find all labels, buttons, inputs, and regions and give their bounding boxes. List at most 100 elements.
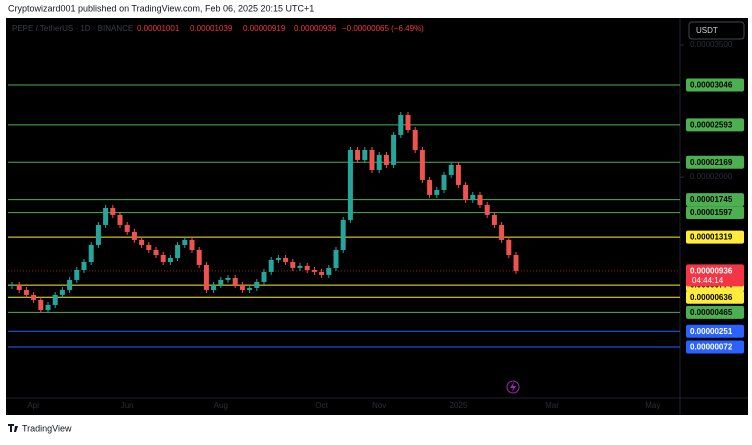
candle (103, 207, 109, 225)
candle (398, 115, 404, 135)
candle (340, 219, 346, 250)
candle (182, 239, 188, 245)
candle (59, 289, 65, 295)
candle (160, 255, 166, 262)
candle (455, 164, 461, 185)
candle (347, 149, 353, 220)
level-tag (686, 340, 744, 354)
ohlc-open: 0.00001001 (137, 24, 180, 33)
candle (463, 184, 469, 200)
candle (67, 279, 73, 290)
candle (254, 281, 260, 288)
candle (232, 277, 238, 285)
ohlc-low: 0.00000919 (243, 24, 286, 33)
candle (189, 239, 195, 250)
candle (74, 269, 80, 280)
candle (499, 224, 505, 240)
x-tick-label: Nov (372, 401, 386, 410)
candle (304, 265, 310, 270)
symbol-label: PEPE / TetherUS · 1D · BINANCE (12, 24, 133, 33)
candle (117, 214, 123, 225)
level-label: 0.00002169 (690, 158, 733, 167)
candle (470, 194, 476, 200)
candle (319, 271, 325, 275)
candle (45, 304, 51, 310)
candle (268, 259, 274, 272)
candle (513, 255, 519, 271)
candle (52, 294, 58, 305)
candle (38, 299, 44, 310)
candle (506, 239, 512, 256)
countdown-label: 04:44:14 (692, 276, 724, 285)
candle (218, 279, 224, 285)
level-tag (686, 193, 744, 207)
x-tick-label: Apr (27, 401, 40, 410)
level-label: 0.00001319 (690, 233, 733, 242)
level-tag (686, 78, 744, 92)
y-tick-label: 0.00002000 (690, 172, 733, 181)
candle (383, 155, 389, 165)
candle (146, 244, 152, 250)
candle (95, 224, 101, 245)
level-label: 0.00001597 (690, 208, 733, 217)
candle (491, 214, 497, 225)
level-label: 0.00000636 (690, 293, 733, 302)
candle (419, 149, 425, 180)
chart-background (6, 18, 748, 415)
candle (203, 264, 209, 290)
x-tick-label: Aug (214, 401, 228, 410)
currency-button[interactable] (688, 21, 745, 40)
candle (333, 249, 339, 268)
candle (196, 249, 202, 265)
candle (261, 271, 267, 282)
candle (484, 204, 490, 215)
ohlc-close: 0.00000936 (294, 24, 337, 33)
x-tick-label: Jun (121, 401, 134, 410)
x-tick-label: Mar (545, 401, 559, 410)
candle (311, 269, 317, 272)
level-label: 0.00003046 (690, 81, 733, 90)
alert-bolt (510, 382, 516, 392)
candle (167, 257, 173, 262)
y-tick-label: 0.00003500 (690, 40, 733, 49)
candle (131, 231, 137, 240)
candle (88, 244, 94, 262)
ohlc-high: 0.00001039 (190, 24, 233, 33)
level-tag (686, 155, 744, 169)
ohlc-change: −0.00000065 (−6.49%) (342, 24, 424, 33)
candle (283, 257, 289, 262)
last-price-label: 0.00000936 (690, 266, 733, 275)
level-label: 0.00000465 (690, 308, 733, 317)
level-tag (686, 290, 744, 304)
candle (355, 149, 361, 160)
x-tick-label: Oct (315, 401, 328, 410)
candle (326, 267, 332, 275)
alert-icon[interactable] (506, 380, 520, 394)
level-tag (686, 305, 744, 319)
candle (175, 244, 181, 258)
candle (427, 179, 433, 195)
candle (448, 164, 454, 175)
candle (81, 261, 87, 270)
brand-name: TradingView (22, 423, 72, 433)
level-label: 0.00000251 (690, 327, 733, 336)
candle (412, 129, 418, 150)
candle (16, 284, 22, 290)
publisher-line: Cryptowizard001 published on TradingView… (8, 3, 314, 13)
candle (441, 174, 447, 190)
candle (153, 249, 159, 256)
candle (247, 287, 253, 290)
candle (275, 257, 281, 260)
candle (376, 155, 382, 170)
level-tag (686, 230, 744, 244)
last-price-tag (686, 264, 744, 287)
candle (369, 149, 375, 170)
x-tick-label: 2025 (450, 401, 468, 410)
candle (477, 194, 483, 205)
currency-label[interactable]: USDT (696, 26, 718, 35)
candle (31, 294, 37, 300)
level-tag (686, 206, 744, 220)
candle (434, 189, 440, 195)
level-tag (686, 118, 744, 132)
